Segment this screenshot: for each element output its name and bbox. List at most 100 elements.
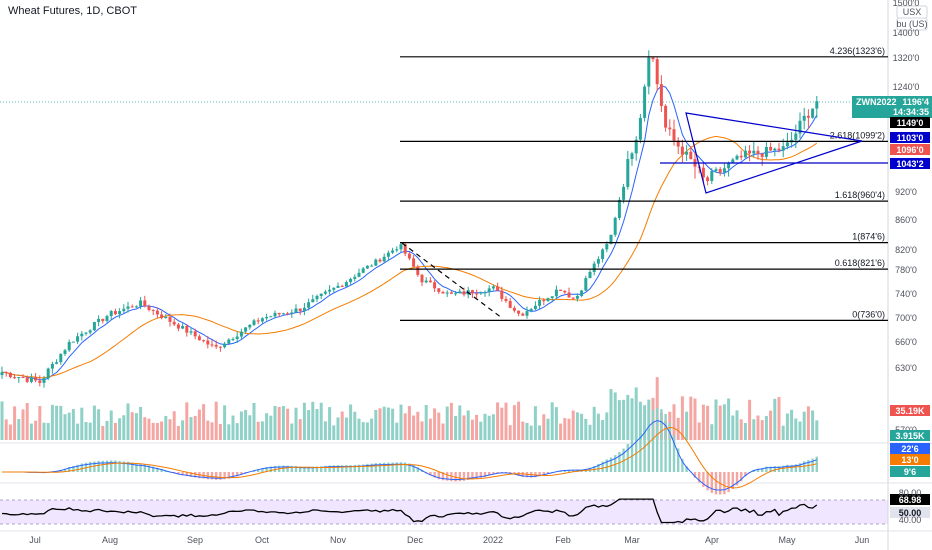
candle-body [101,318,105,321]
candle-body [806,115,810,118]
macd-hist-bar [618,452,621,472]
candle-body [546,298,550,302]
macd-hist-bar [664,414,667,472]
volume-bar [370,418,374,440]
candle-body [76,336,80,342]
volume-bar [592,406,596,440]
macd-hist-bar [131,462,134,472]
price-tag-box [852,96,932,118]
candle-body [260,318,264,322]
volume-bar [101,425,105,440]
macd-hist-bar [546,472,550,475]
macd-hist-bar [601,461,604,472]
macd-hist-bar [177,472,180,475]
candle-body [731,159,735,163]
candle-body [718,169,722,173]
candle-body [659,84,663,106]
candle-body [21,377,25,379]
price-tag-box [890,117,930,128]
candle-body [265,316,269,319]
volume-bar [483,413,487,440]
macd-hist-bar [328,465,331,472]
macd-hist-bar [290,465,293,472]
candle-body [46,368,50,379]
volume-bar [214,401,218,440]
volume-bar [609,389,613,440]
time-tick-label: Aug [102,535,118,545]
candle-body [769,146,773,151]
macd-hist-bar [668,422,671,472]
volume-bar [252,402,256,440]
candle-body [727,162,731,169]
volume-bar [29,423,33,440]
macd-hist-bar [336,465,340,472]
candle-body [286,313,290,315]
candle-body [710,171,714,182]
price-tick-label: 1500'0 [893,0,920,8]
macd-hist-bar [744,472,747,477]
volume-bar [172,411,176,440]
volume-bar [575,412,579,440]
macd-hist-bar [735,472,739,486]
price-tag-value: 1196'4 [902,97,929,107]
volume-bar [626,394,630,440]
candle-body [689,151,693,160]
volume-bar [601,419,605,440]
macd-hist-bar [294,465,298,472]
candles [0,50,819,388]
candle-body [533,305,537,310]
volume-bar [790,409,794,440]
price-tag-box [890,144,930,155]
volume-bar [584,419,588,440]
volume-bar [151,422,155,440]
macd-hist-bar [811,458,814,472]
macd-hist-bar [740,472,743,482]
rsi-level-label: 50.00 [899,508,922,518]
volume-bar [567,418,571,440]
candle-body [59,353,63,363]
macd-hist-bar [492,472,495,475]
candle-body [302,307,306,312]
volume-tag-value: 35.19K [895,406,925,416]
macd-hist-bar [341,465,344,472]
volume-tag-box [890,430,930,441]
macd-hist-bar [383,462,386,472]
currency-button[interactable]: USX [896,5,928,19]
macd-hist-bar [681,458,684,472]
volume-bar [265,413,269,440]
candle-body [353,276,357,279]
macd-hist-bar [761,468,764,472]
macd-hist-bar [479,472,482,478]
macd-hist-bar [240,472,243,475]
drawings [401,112,888,319]
candle-body [622,186,626,200]
candle-body [722,168,726,173]
macd-hist-bar [454,472,457,482]
volume-bar [269,415,273,440]
macd-hist-bar [353,464,356,472]
candle-body [227,339,231,344]
candle-body [626,159,630,187]
candle-body [664,105,668,128]
candle-body [80,333,84,337]
volume-bar [533,406,537,440]
macd-hist-bar [731,472,734,490]
volume-bar [168,419,172,440]
macd-hist-bar [656,407,659,472]
candle-body [223,343,227,348]
volume-bar [638,401,642,440]
volume-bar [676,417,680,440]
macd-hist-bar [227,472,230,479]
candle-body [105,316,109,321]
volume-bar [685,411,689,440]
ma-fast-line [1,85,818,381]
candle-body [743,150,747,158]
candle-body [244,327,248,332]
candle-body [483,292,487,294]
candle-body [714,169,718,172]
macd-hist-bar [391,462,394,472]
candle-body [617,199,621,218]
unit-button[interactable]: bu (US) [896,17,928,31]
volume-bar [84,421,88,440]
